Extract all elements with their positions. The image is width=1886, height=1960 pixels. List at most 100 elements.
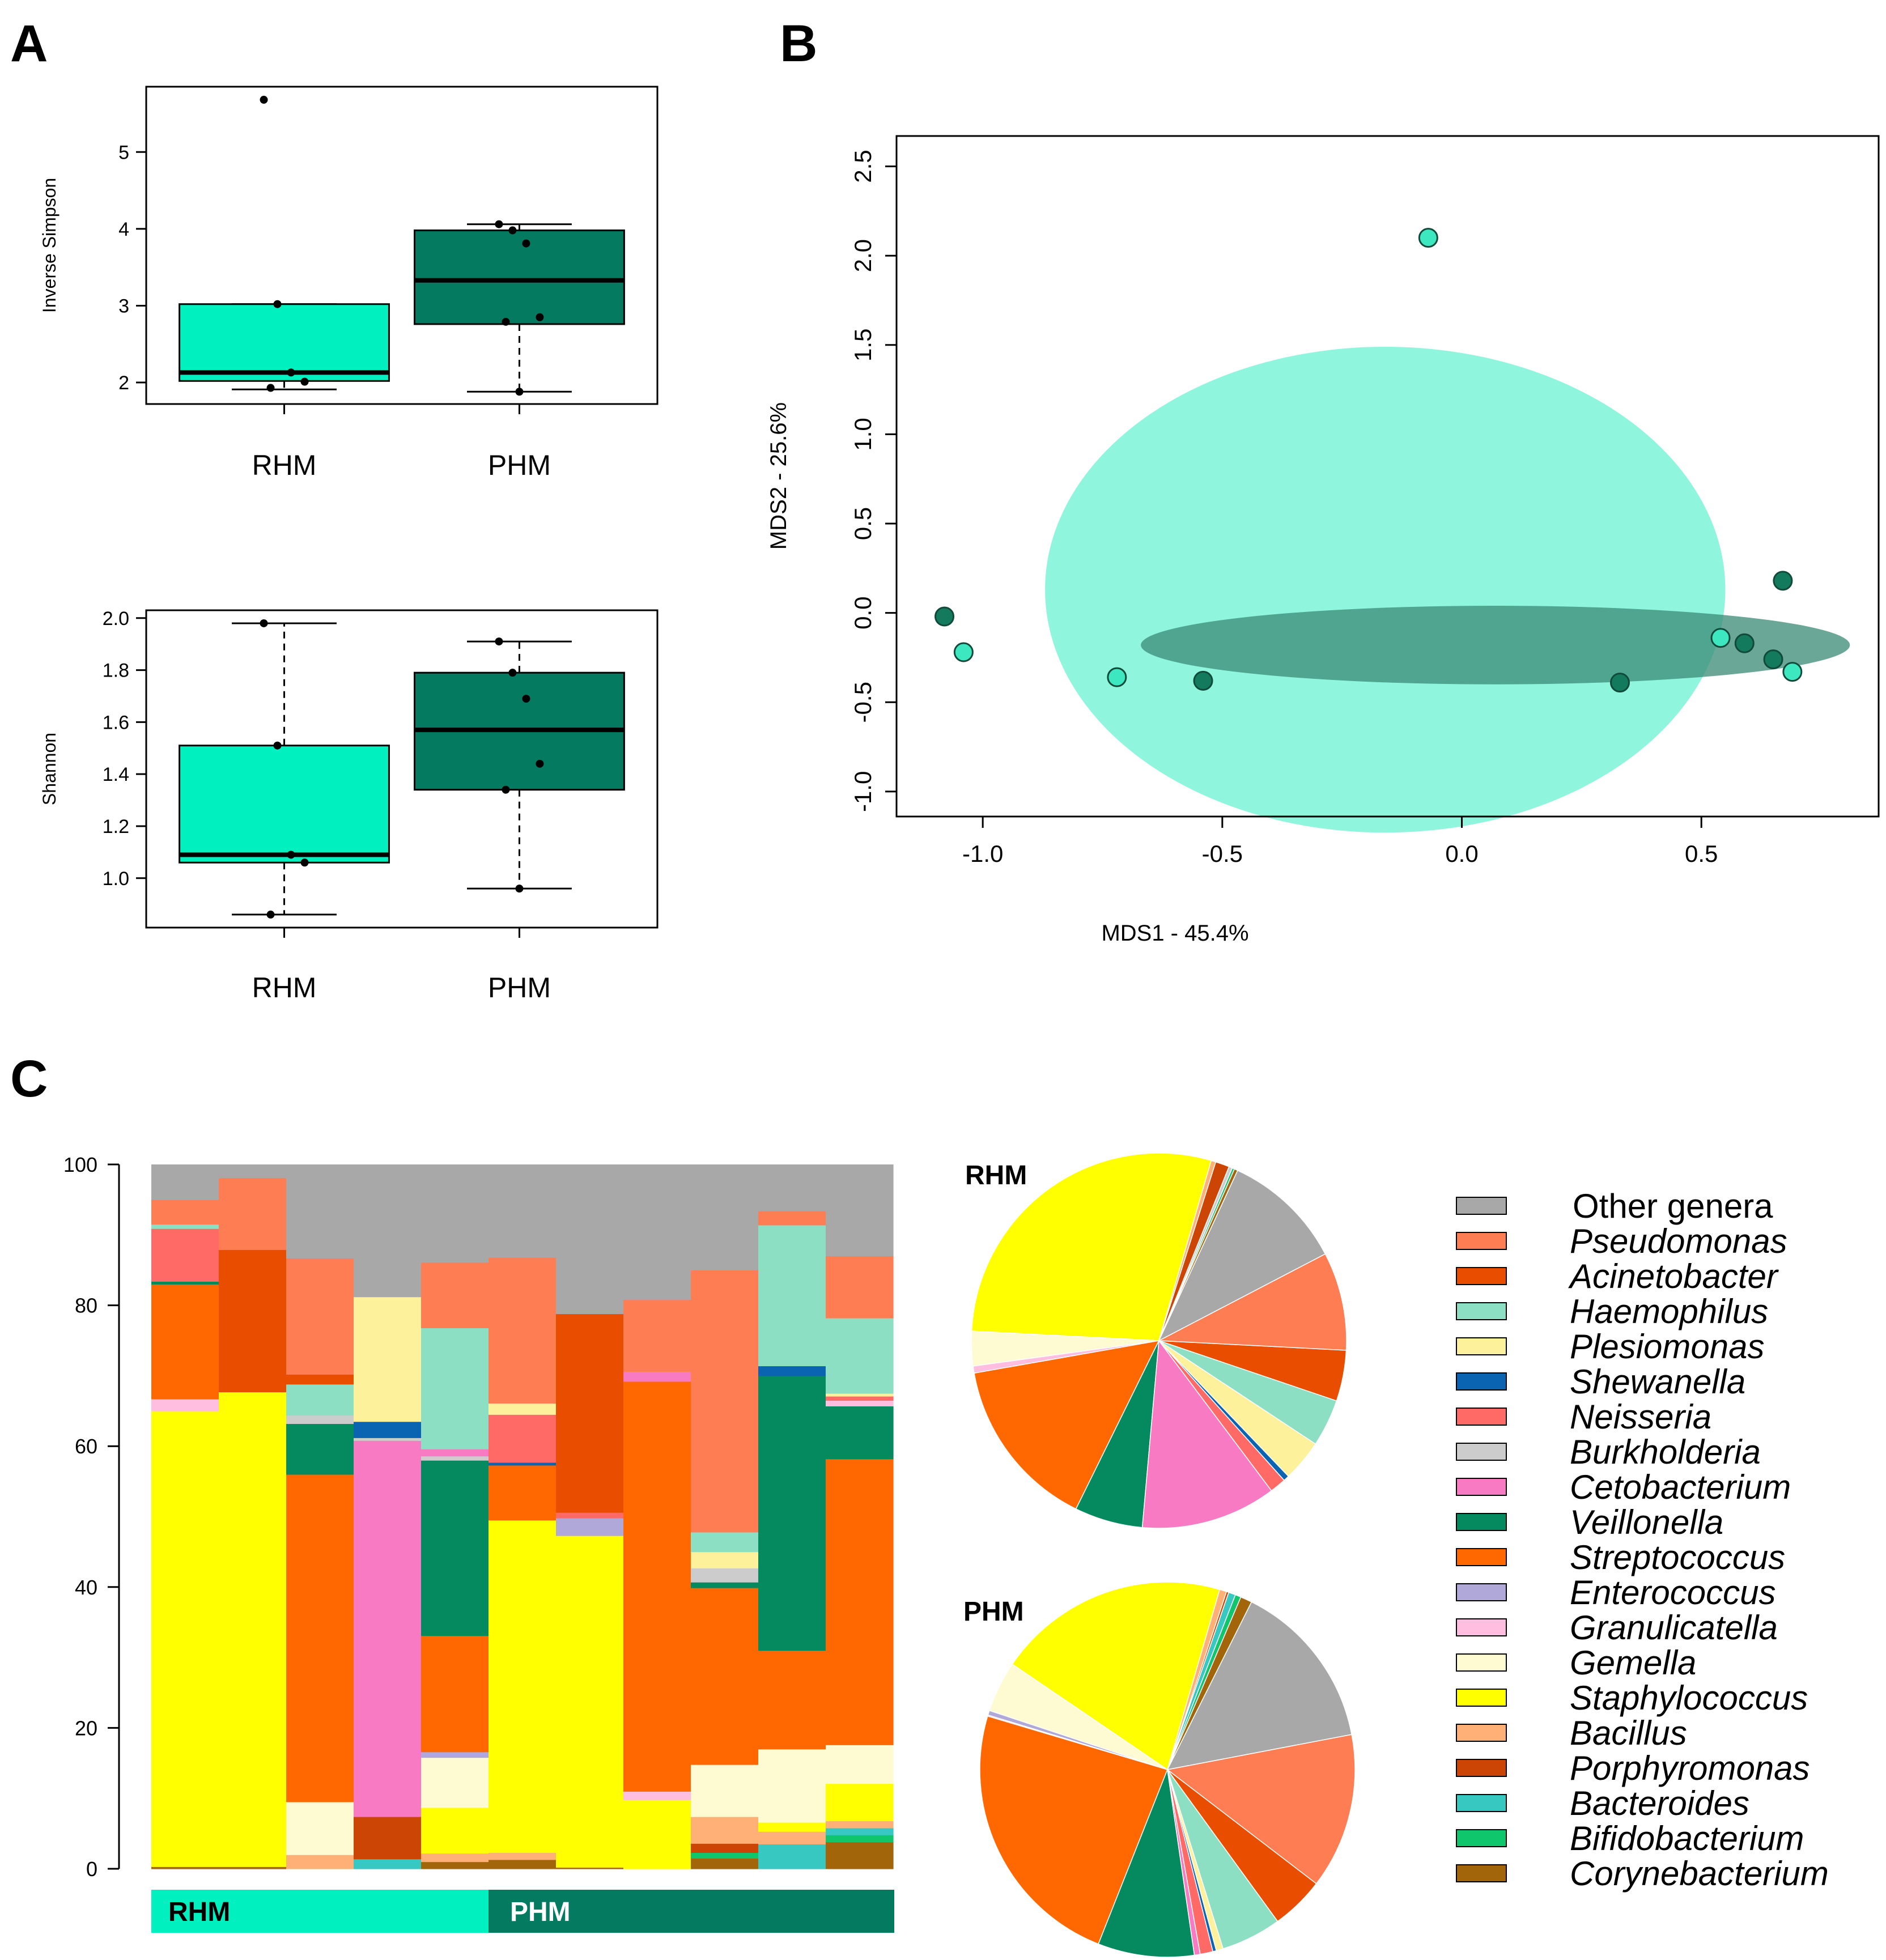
bar-segment-shewanella bbox=[489, 1462, 557, 1466]
x-tick-label: 0.5 bbox=[1685, 840, 1718, 867]
bar-segment-veillonella bbox=[286, 1423, 354, 1475]
bar-segment-other-genera bbox=[691, 1164, 759, 1271]
bar-segment-streptococcus bbox=[623, 1381, 691, 1792]
bar-segment-burkholderia bbox=[286, 1415, 354, 1425]
bar-segment-plesiomonas bbox=[354, 1296, 422, 1422]
bar-segment-porphyromonas bbox=[354, 1817, 422, 1860]
bar-segment-other-genera bbox=[421, 1164, 489, 1263]
bar-segment-staphylococcus bbox=[489, 1520, 557, 1853]
bar-segment-plesiomonas bbox=[691, 1551, 759, 1568]
data-point bbox=[300, 858, 309, 867]
bar-segment-acinetobacter bbox=[219, 1249, 287, 1393]
bar-segment-porphyromonas bbox=[691, 1843, 759, 1853]
data-point bbox=[508, 226, 517, 235]
legend-label: Haemophilus bbox=[1570, 1293, 1768, 1330]
bar-segment-burkholderia bbox=[354, 1438, 422, 1441]
bar-segment-veillonella bbox=[151, 1281, 219, 1285]
bar-segment-haemophilus bbox=[286, 1384, 354, 1416]
y-tick-label: 3 bbox=[118, 295, 129, 317]
pie-slice-staphylococcus bbox=[1012, 1581, 1221, 1771]
point-rhm bbox=[953, 642, 974, 662]
bar-segment-cetobacterium bbox=[623, 1371, 691, 1382]
data-point bbox=[273, 300, 282, 308]
bar-segment-gemella bbox=[758, 1749, 826, 1823]
legend-swatch bbox=[1456, 1478, 1507, 1496]
legend-label: Plesiomonas bbox=[1570, 1328, 1765, 1366]
bar-segment-haemophilus bbox=[691, 1532, 759, 1553]
data-point bbox=[536, 313, 544, 321]
data-point bbox=[287, 851, 295, 859]
y-tick-label: 1.0 bbox=[103, 868, 129, 890]
legend-swatch bbox=[1456, 1337, 1507, 1355]
y-tick-label: 1.2 bbox=[103, 816, 129, 837]
legend-swatch bbox=[1456, 1829, 1507, 1847]
point-rhm bbox=[1107, 667, 1127, 687]
y-tick-label: 80 bbox=[75, 1294, 97, 1317]
bar-segment-plesiomonas bbox=[489, 1403, 557, 1415]
ellipse-rhm bbox=[1045, 346, 1726, 833]
legend-label: Other genera bbox=[1573, 1187, 1773, 1225]
point-rhm bbox=[1418, 228, 1438, 248]
legend-swatch bbox=[1456, 1759, 1507, 1777]
bar-segment-neisseria bbox=[556, 1512, 624, 1519]
bar-segment-staphylococcus bbox=[758, 1822, 826, 1832]
bar-segment-bacillus bbox=[826, 1821, 894, 1829]
bar-segment-other-genera bbox=[151, 1164, 219, 1200]
data-point bbox=[273, 741, 282, 750]
shannon-boxplot: 1.0 1.2 1.4 1.6 1.8 2.0 Shannon RHM PHM bbox=[39, 608, 659, 1004]
legend-swatch bbox=[1456, 1408, 1507, 1426]
group-bar-rhm bbox=[151, 1890, 489, 1933]
bar-segment-other-genera bbox=[556, 1164, 624, 1315]
legend-swatch bbox=[1456, 1302, 1507, 1320]
legend-label: Granulicatella bbox=[1570, 1609, 1778, 1647]
point-rhm bbox=[1710, 628, 1731, 648]
point-phm bbox=[934, 606, 955, 627]
bar-segment-cetobacterium bbox=[354, 1440, 422, 1817]
y-tick-label: 1.0 bbox=[849, 418, 876, 450]
legend-swatch bbox=[1456, 1618, 1507, 1636]
bar-segment-shewanella bbox=[354, 1421, 422, 1438]
y-tick-label: -1.0 bbox=[849, 771, 876, 812]
bar-segment-staphylococcus bbox=[826, 1783, 894, 1822]
y-tick-label: 0.0 bbox=[849, 596, 876, 629]
bar-segment-pseudomonas bbox=[421, 1262, 489, 1328]
bar-segment-gemella bbox=[421, 1757, 489, 1808]
pie-title: RHM bbox=[965, 1160, 1027, 1191]
point-phm bbox=[1734, 633, 1755, 653]
y-tick-label: 100 bbox=[63, 1153, 97, 1176]
panel-label-b: B bbox=[780, 15, 817, 73]
data-point bbox=[266, 384, 275, 392]
bar-segment-veillonella bbox=[826, 1406, 894, 1460]
bar-segment-haemophilus bbox=[151, 1224, 219, 1229]
bar-segment-neisseria bbox=[151, 1228, 219, 1282]
data-point bbox=[260, 619, 268, 627]
bar-segment-streptococcus bbox=[489, 1465, 557, 1521]
inverse-simpson-boxplot: 2 3 4 5 Inverse Simpson RHM PHM bbox=[39, 86, 659, 481]
legend-swatch bbox=[1456, 1653, 1507, 1672]
plot-frame bbox=[145, 86, 659, 405]
x-tick-label: RHM bbox=[252, 449, 317, 481]
bar-segment-enterococcus bbox=[556, 1517, 624, 1536]
pie-slice-pseudomonas bbox=[1166, 1734, 1356, 1885]
legend-label: Porphyromonas bbox=[1570, 1749, 1810, 1787]
legend-label: Veillonella bbox=[1570, 1503, 1723, 1541]
bar-segment-staphylococcus bbox=[556, 1536, 624, 1868]
y-tick-label: 1.6 bbox=[103, 712, 129, 733]
y-tick-label: 1.4 bbox=[103, 764, 129, 785]
bar-segment-staphylococcus bbox=[151, 1411, 219, 1867]
bar-segment-pseudomonas bbox=[489, 1257, 557, 1404]
bar-segment-pseudomonas bbox=[623, 1299, 691, 1372]
legend-label: Cetobacterium bbox=[1570, 1468, 1791, 1506]
x-tick-label: PHM bbox=[488, 449, 551, 481]
y-tick-label: 5 bbox=[118, 142, 129, 163]
data-point bbox=[522, 695, 530, 703]
pie-slice-veillonella bbox=[1075, 1340, 1159, 1528]
legend-swatch bbox=[1456, 1372, 1507, 1391]
y-axis-label: Shannon bbox=[39, 733, 60, 805]
bar-segment-other-genera bbox=[758, 1164, 826, 1211]
bar-segment-bifidobacterium bbox=[691, 1852, 759, 1859]
group-label-phm: PHM bbox=[510, 1897, 571, 1927]
pie-slice-veillonella bbox=[1098, 1768, 1195, 1958]
data-point bbox=[536, 759, 544, 768]
legend-label: Bacillus bbox=[1570, 1714, 1687, 1752]
